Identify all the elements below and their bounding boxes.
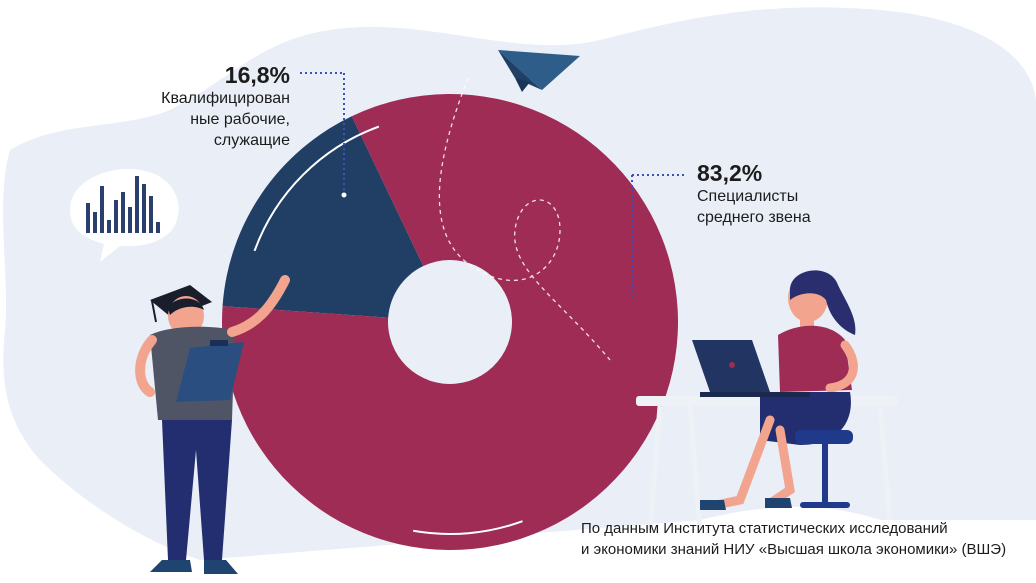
desc-mid-level-specialists-line1: Специалисты bbox=[697, 188, 799, 205]
laptop-icon bbox=[692, 340, 810, 397]
clipboard bbox=[176, 342, 244, 402]
label-qualified-workers: 16,8% Квалифицирован ные рабочие, служащ… bbox=[120, 62, 290, 151]
plane-trail bbox=[438, 77, 611, 361]
decor-arc bbox=[253, 125, 380, 252]
doughnut-chart bbox=[222, 94, 678, 551]
source-line-1: По данным Института статистических иссле… bbox=[581, 520, 948, 537]
source-line-2: и экономики знаний НИУ «Высшая школа эко… bbox=[581, 541, 1007, 558]
woman-figure bbox=[636, 270, 898, 531]
source-note: По данным Института статистических иссле… bbox=[581, 518, 1021, 560]
desc-qualified-workers-line1: Квалифицирован bbox=[161, 90, 290, 107]
pct-mid-level-specialists: 83,2% bbox=[697, 160, 763, 186]
slice-0 bbox=[222, 116, 424, 318]
callout-left bbox=[300, 72, 347, 198]
slice-1 bbox=[222, 94, 678, 551]
desc-mid-level-specialists-line2: среднего звена bbox=[697, 209, 811, 226]
callout-right bbox=[631, 174, 686, 300]
desc-qualified-workers-line3: служащие bbox=[213, 132, 290, 149]
desc-qualified-workers-line2: ные рабочие, bbox=[190, 111, 290, 128]
bar-chart-bubble-icon bbox=[70, 169, 179, 262]
decor-arc bbox=[413, 520, 523, 535]
pct-qualified-workers: 16,8% bbox=[224, 62, 290, 88]
paper-plane-icon bbox=[498, 50, 580, 92]
label-mid-level-specialists: 83,2% Специалисты среднего звена bbox=[697, 160, 877, 228]
student-figure bbox=[135, 275, 290, 574]
